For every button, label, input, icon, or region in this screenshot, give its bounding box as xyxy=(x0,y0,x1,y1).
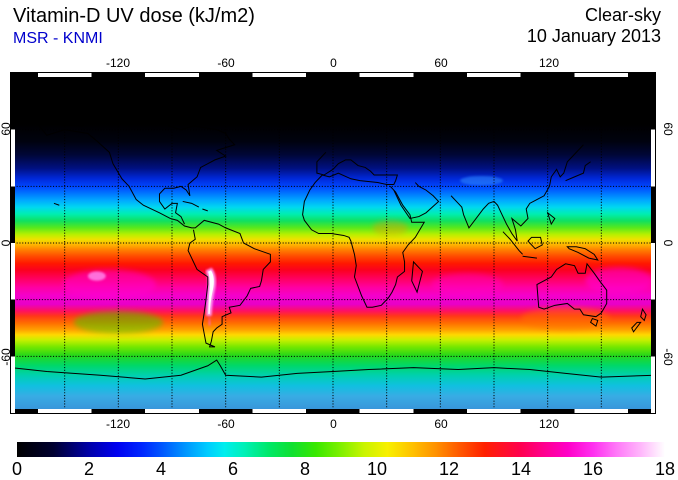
lon-tick-top: -120 xyxy=(105,56,131,70)
colorbar-tick: 12 xyxy=(438,459,460,479)
frame-zebra-top xyxy=(11,73,655,77)
coastlines xyxy=(11,111,655,379)
map-overlay xyxy=(11,73,655,413)
graticule-gridlines xyxy=(11,73,655,413)
lon-tick-top: 120 xyxy=(538,56,560,70)
frame-zebra-right xyxy=(651,73,655,413)
andes-maximum-patch xyxy=(205,267,216,326)
lon-tick-bottom: 120 xyxy=(538,417,560,431)
page-title: Vitamin-D UV dose (kJ/m2) xyxy=(13,5,255,27)
world-uv-dose-map xyxy=(10,72,656,414)
colorbar-tick: 8 xyxy=(299,459,311,479)
lat-tick-right: 60 xyxy=(661,122,675,136)
colorbar-tick: 2 xyxy=(83,459,95,479)
colorbar-tick: 16 xyxy=(582,459,604,479)
date-label: 10 January 2013 xyxy=(526,26,661,46)
frame-zebra-bottom xyxy=(11,409,655,413)
lon-tick-bottom: 0 xyxy=(330,417,337,431)
lon-tick-bottom: 60 xyxy=(434,417,448,431)
lon-tick-bottom: -120 xyxy=(105,417,131,431)
subtitle-source: MSR - KNMI xyxy=(13,30,103,47)
lon-tick-top: 0 xyxy=(330,56,337,70)
colorbar-tick: 0 xyxy=(11,459,23,479)
colorbar-tick: 18 xyxy=(654,459,676,479)
lat-tick-right: -60 xyxy=(661,348,675,366)
colorbar-tick: 6 xyxy=(227,459,239,479)
colorbar xyxy=(17,442,665,457)
lat-tick-right: 0 xyxy=(661,239,675,247)
lon-tick-top: 60 xyxy=(434,56,448,70)
regional-anomaly-patches xyxy=(62,175,654,334)
frame-zebra-left xyxy=(11,73,15,413)
colorbar-tick: 10 xyxy=(366,459,388,479)
lon-tick-bottom: -60 xyxy=(217,417,235,431)
colorbar-tick: 4 xyxy=(155,459,167,479)
lon-tick-top: -60 xyxy=(217,56,235,70)
condition-label: Clear-sky xyxy=(584,5,661,25)
colorbar-tick: 14 xyxy=(510,459,532,479)
